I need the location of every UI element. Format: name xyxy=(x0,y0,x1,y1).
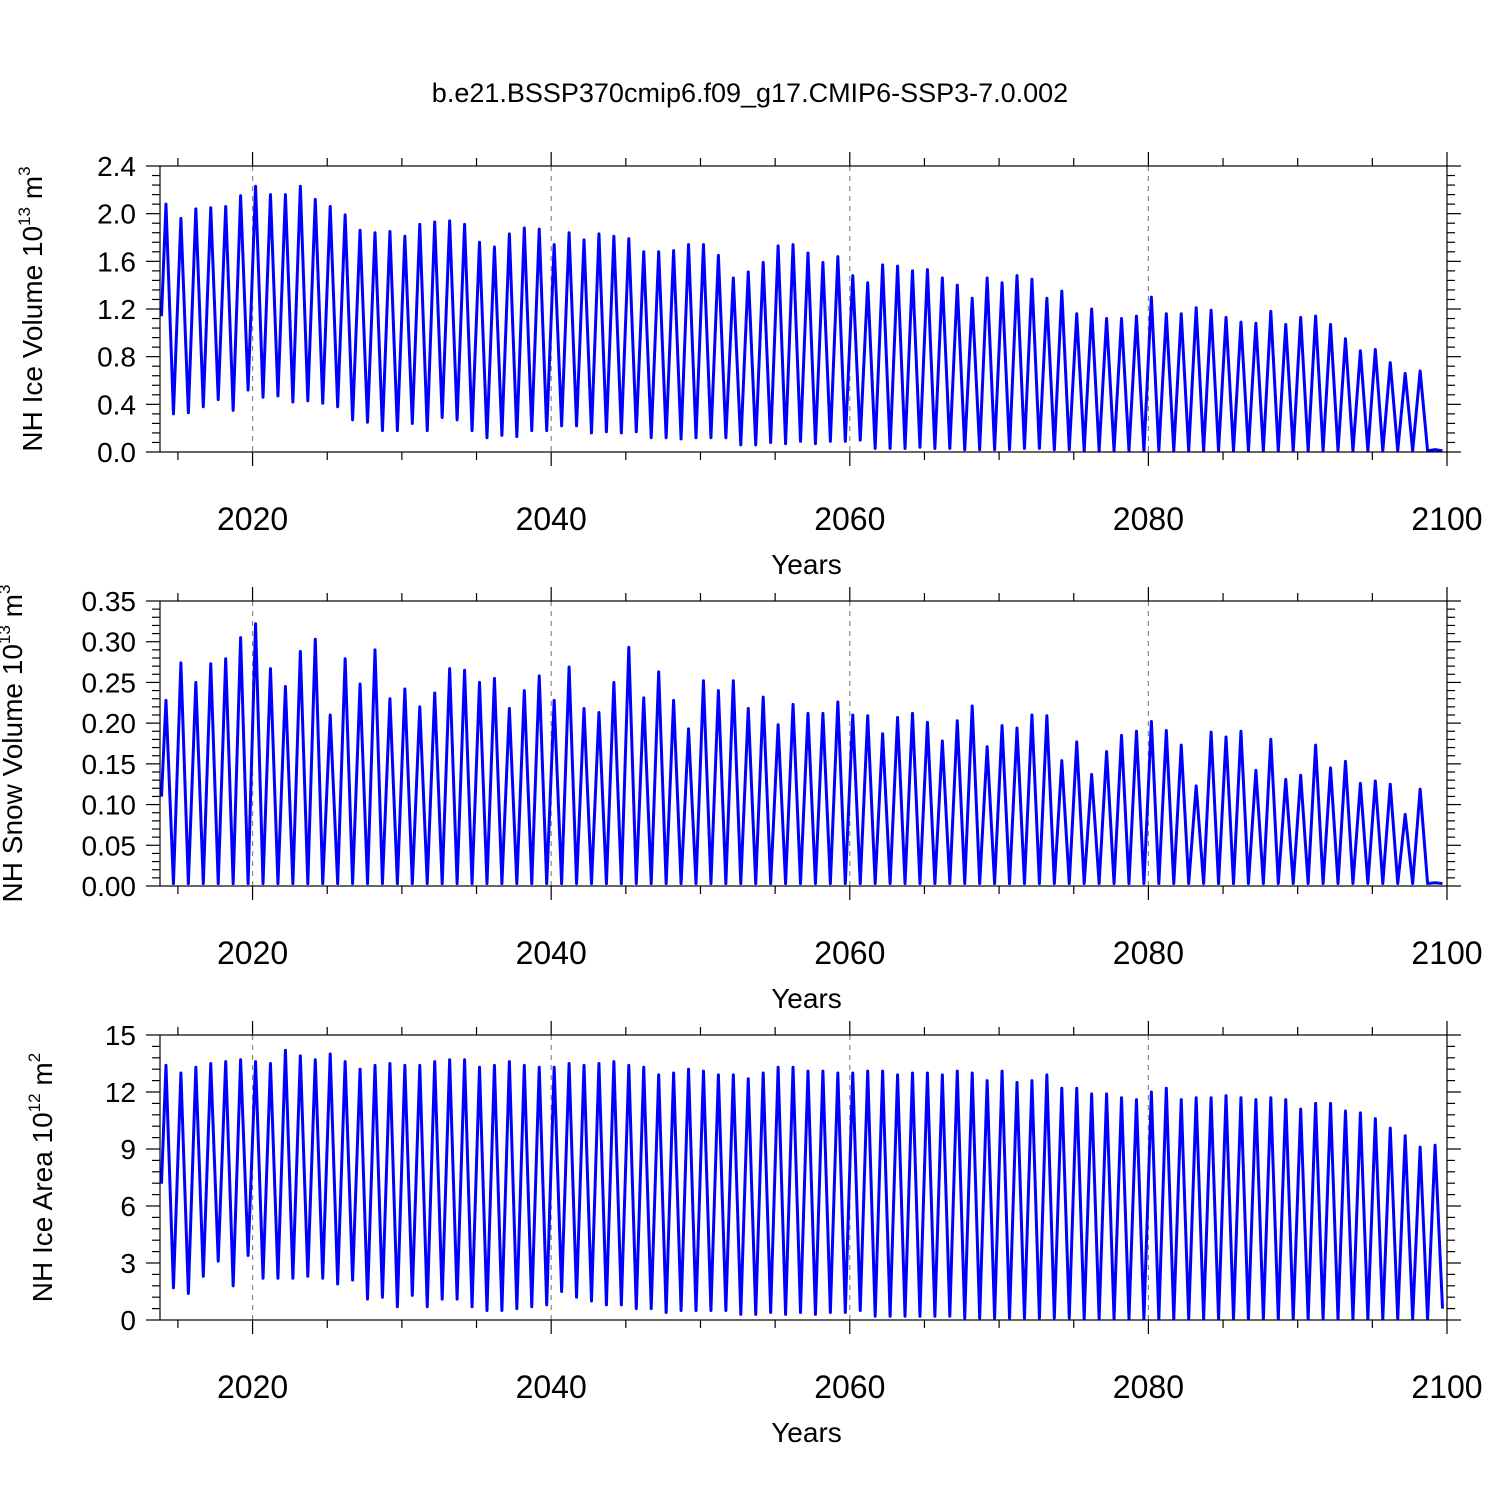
x-tick-label: 2100 xyxy=(1411,501,1482,537)
x-tick-label: 2080 xyxy=(1113,501,1184,537)
x-tick-label: 2100 xyxy=(1411,1369,1482,1405)
unit-symbol-exponent: 3 xyxy=(0,585,14,594)
y-tick-label: 3 xyxy=(120,1248,136,1279)
x-tick-label: 2100 xyxy=(1411,935,1482,971)
unit-symbol-exponent: 3 xyxy=(15,166,34,175)
unit-exponent: 13 xyxy=(0,625,14,644)
x-tick-label: 2060 xyxy=(814,935,885,971)
series-line-nh-snow-volume xyxy=(159,622,1443,886)
unit-exponent: 12 xyxy=(25,1093,44,1112)
x-tick-label: 2020 xyxy=(217,1369,288,1405)
unit-symbol-exponent: 2 xyxy=(25,1053,44,1062)
y-tick-label: 0.35 xyxy=(82,586,137,617)
y-tick-label: 0.00 xyxy=(82,871,137,902)
unit-base: 10 xyxy=(0,644,28,675)
y-tick-label: 0.05 xyxy=(82,830,137,861)
y-axis-label-text: NH Ice Volume xyxy=(17,265,48,452)
y-tick-label: 1.2 xyxy=(97,294,136,325)
unit-base: 10 xyxy=(27,1112,58,1143)
y-tick-label: 2.0 xyxy=(97,199,136,230)
y-axis-label-text: NH Ice Area xyxy=(27,1151,58,1302)
y-tick-label: 0 xyxy=(120,1305,136,1336)
unit-exponent: 13 xyxy=(15,207,34,226)
y-tick-label: 1.6 xyxy=(97,246,136,277)
y-tick-label: 0.15 xyxy=(82,749,137,780)
series-line-nh-ice-area xyxy=(159,1048,1445,1321)
y-tick-label: 9 xyxy=(120,1134,136,1165)
panel-nh-snow-volume: 2020 2040 2060 2080 2100 Years 0.00 0.05 0.10 0.1… xyxy=(0,585,1483,1014)
x-tick-label: 2040 xyxy=(516,935,587,971)
x-axis-title: Years xyxy=(771,1417,842,1448)
x-tick-label: 2060 xyxy=(814,1369,885,1405)
y-tick-label: 0.4 xyxy=(97,389,136,420)
y-tick-label: 0.30 xyxy=(82,627,137,658)
y-tick-label: 15 xyxy=(105,1020,136,1051)
unit-base: 10 xyxy=(17,226,48,257)
y-tick-label: 6 xyxy=(120,1191,136,1222)
x-tick-label: 2080 xyxy=(1113,1369,1184,1405)
y-tick-label: 12 xyxy=(105,1077,136,1108)
x-tick-label: 2040 xyxy=(516,501,587,537)
y-tick-label: 0.10 xyxy=(82,790,137,821)
figure-title: b.e21.BSSP370cmip6.f09_g17.CMIP6-SSP3-7.… xyxy=(432,78,1068,108)
x-tick-label: 2020 xyxy=(217,501,288,537)
unit-symbol: m xyxy=(17,176,48,199)
panel-nh-ice-volume: 2020 2040 2060 2080 2100 Years 0.0 0.4 0.8 1.2 1.6… xyxy=(15,151,1483,580)
x-tick-label: 2020 xyxy=(217,935,288,971)
x-tick-label: 2080 xyxy=(1113,935,1184,971)
panel-nh-ice-area: 2020 2040 2060 2080 2100 Years 0 3 6 9 12 15 NH Ice … xyxy=(25,1020,1483,1448)
x-tick-label: 2040 xyxy=(516,1369,587,1405)
x-axis-title: Years xyxy=(771,549,842,580)
y-axis-label-text: NH Snow Volume xyxy=(0,683,28,902)
y-tick-label: 0.0 xyxy=(97,437,136,468)
y-tick-label: 0.8 xyxy=(97,342,136,373)
plot-frame xyxy=(159,600,1448,887)
y-tick-label: 2.4 xyxy=(97,151,136,182)
unit-symbol: m xyxy=(27,1062,58,1085)
y-axis-title: NH Ice Area 1012 m2 xyxy=(25,1053,58,1302)
x-tick-label: 2060 xyxy=(814,501,885,537)
y-tick-label: 0.20 xyxy=(82,708,137,739)
y-tick-label: 0.25 xyxy=(82,667,137,698)
series-line-nh-ice-volume xyxy=(159,184,1443,453)
y-axis-title: NH Snow Volume 1013 m3 xyxy=(0,585,28,903)
unit-symbol: m xyxy=(0,594,28,617)
plot-frame xyxy=(159,1034,1448,1321)
y-axis-title: NH Ice Volume 1013 m3 xyxy=(15,166,48,451)
x-axis-title: Years xyxy=(771,983,842,1014)
